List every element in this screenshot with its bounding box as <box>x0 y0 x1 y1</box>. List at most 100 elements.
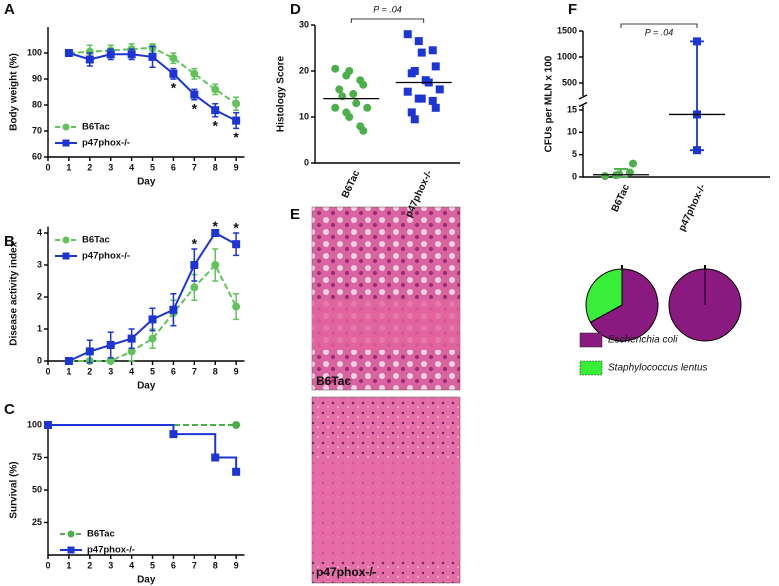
marker <box>211 453 220 462</box>
marker <box>414 37 423 46</box>
marker <box>428 96 437 105</box>
y-tick-label: 70 <box>32 125 42 135</box>
image-b6tac <box>311 206 461 391</box>
significance-mark: * <box>192 101 198 117</box>
marker <box>64 49 73 57</box>
y-axis-label: Disease activity index <box>9 241 20 345</box>
x-tick-label: 5 <box>150 560 155 570</box>
x-tick-label: 0 <box>45 366 50 376</box>
y-tick-label: 80 <box>32 99 42 109</box>
p-value: P = .04 <box>645 27 673 37</box>
marker <box>435 85 444 94</box>
y-tick-label: 2 <box>37 291 42 301</box>
marker <box>211 85 220 94</box>
marker <box>410 115 419 124</box>
marker <box>211 229 220 237</box>
x-tick-label: 9 <box>234 366 239 376</box>
legend-label: Staphylococcus lentus <box>608 363 708 374</box>
x-tick-label: 2 <box>87 162 92 172</box>
error-bar <box>690 40 704 152</box>
marker <box>190 261 199 269</box>
x-tick-label: 6 <box>171 162 176 172</box>
x-tick-label: B6Tac <box>610 182 633 214</box>
marker <box>127 334 136 343</box>
x-tick-label: 4 <box>129 560 134 570</box>
significance-mark: * <box>233 220 239 236</box>
comparison-bracket <box>350 18 425 23</box>
axes <box>582 31 770 178</box>
pie-slice <box>585 268 623 324</box>
marker <box>62 252 70 260</box>
marker <box>232 421 241 429</box>
marker <box>232 467 241 476</box>
x-tick-label: 0 <box>45 560 50 570</box>
p-value: P = .04 <box>373 4 401 14</box>
series-line <box>48 424 238 472</box>
marker <box>62 139 70 147</box>
x-tick-label: 8 <box>213 162 218 172</box>
panel-label: E <box>290 206 300 223</box>
x-tick-label: 6 <box>171 366 176 376</box>
marker <box>359 126 368 135</box>
y-tick-label: 100 <box>27 419 42 429</box>
marker <box>410 67 419 75</box>
y-tick-label: 90 <box>32 73 42 83</box>
x-tick-label: 3 <box>108 162 113 172</box>
marker <box>62 123 70 131</box>
marker <box>127 50 136 59</box>
marker <box>106 357 115 365</box>
x-axis-label: Day <box>137 381 156 392</box>
y-tick-label: 500 <box>562 77 577 87</box>
x-tick-label: 4 <box>129 366 134 376</box>
marker <box>148 334 157 343</box>
x-tick-label: 2 <box>87 560 92 570</box>
x-tick-label: 1 <box>66 162 71 172</box>
marker <box>85 347 94 356</box>
panel-label: A <box>4 1 15 18</box>
axis-break <box>578 94 588 108</box>
y-tick-label: 0 <box>304 157 309 167</box>
marker <box>190 69 199 78</box>
x-tick-label: 1 <box>66 560 71 570</box>
x-tick-label: 3 <box>108 560 113 570</box>
y-tick-label: 1500 <box>557 25 577 35</box>
y-tick-label: 30 <box>299 19 309 29</box>
y-axis-label: Survival (%) <box>9 461 20 518</box>
marker <box>148 315 157 324</box>
y-tick-label: 25 <box>32 517 42 527</box>
marker <box>62 236 70 244</box>
x-tick-label: 7 <box>192 560 197 570</box>
x-tick-label: 0 <box>45 162 50 172</box>
y-tick-label: 100 <box>27 47 42 57</box>
significance-mark: * <box>213 117 219 133</box>
y-tick-label: 5 <box>572 149 577 159</box>
x-tick-label: 9 <box>234 560 239 570</box>
marker <box>693 37 701 46</box>
marker <box>190 283 199 292</box>
x-tick-label: 9 <box>234 162 239 172</box>
marker <box>232 302 241 311</box>
marker <box>363 103 372 112</box>
panel-label: C <box>4 401 15 418</box>
marker <box>431 103 440 112</box>
y-tick-label: 75 <box>32 452 42 462</box>
y-tick-label: 60 <box>32 151 42 161</box>
marker <box>417 94 426 103</box>
significance-mark: * <box>192 236 198 252</box>
marker <box>431 62 440 71</box>
legend-label: p47phox-/- <box>82 138 130 149</box>
significance-mark: * <box>171 80 177 96</box>
y-tick-label: 1000 <box>557 51 577 61</box>
panel-label: B <box>4 233 15 250</box>
legend-label: B6Tac <box>82 235 110 246</box>
marker <box>211 106 220 115</box>
significance-mark: * <box>213 218 219 234</box>
y-tick-label: 4 <box>37 227 42 237</box>
marker <box>169 430 178 439</box>
x-tick-label: 5 <box>150 366 155 376</box>
comparison-bracket <box>620 23 698 28</box>
marker <box>349 90 358 98</box>
axes <box>47 226 245 362</box>
y-tick-label: 15 <box>567 104 577 114</box>
